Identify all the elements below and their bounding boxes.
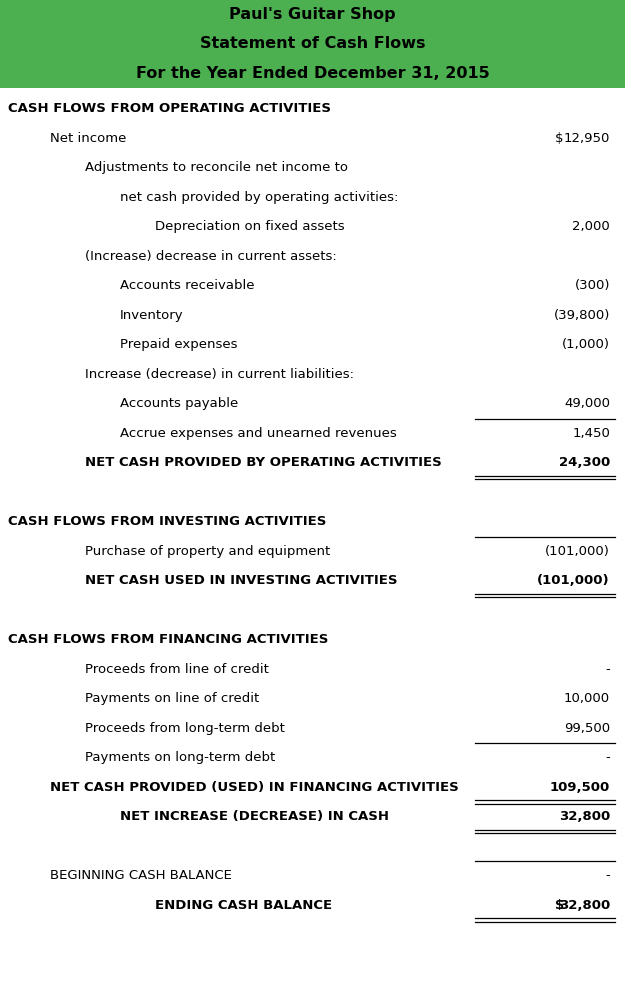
Text: -: - <box>605 663 610 675</box>
Text: (1,000): (1,000) <box>562 338 610 351</box>
Text: 2,000: 2,000 <box>572 221 610 233</box>
Text: 10,000: 10,000 <box>564 692 610 705</box>
Text: Statement of Cash Flows: Statement of Cash Flows <box>200 37 425 51</box>
Text: 32,800: 32,800 <box>559 810 610 823</box>
Text: (101,000): (101,000) <box>545 545 610 558</box>
Text: Accounts payable: Accounts payable <box>120 398 238 410</box>
Text: 24,300: 24,300 <box>559 456 610 469</box>
Text: $: $ <box>555 899 564 912</box>
Text: NET CASH USED IN INVESTING ACTIVITIES: NET CASH USED IN INVESTING ACTIVITIES <box>85 575 398 587</box>
Text: $: $ <box>555 132 564 144</box>
Text: BEGINNING CASH BALANCE: BEGINNING CASH BALANCE <box>50 869 232 882</box>
Text: 12,950: 12,950 <box>564 132 610 144</box>
Text: CASH FLOWS FROM INVESTING ACTIVITIES: CASH FLOWS FROM INVESTING ACTIVITIES <box>8 515 326 528</box>
Text: Depreciation on fixed assets: Depreciation on fixed assets <box>155 221 344 233</box>
Text: net cash provided by operating activities:: net cash provided by operating activitie… <box>120 191 398 204</box>
Text: -: - <box>605 752 610 764</box>
Text: Proceeds from line of credit: Proceeds from line of credit <box>85 663 269 675</box>
Text: 1,450: 1,450 <box>572 426 610 440</box>
Text: 32,800: 32,800 <box>559 899 610 912</box>
Text: Net income: Net income <box>50 132 126 144</box>
Text: Increase (decrease) in current liabilities:: Increase (decrease) in current liabiliti… <box>85 368 354 381</box>
Text: NET CASH PROVIDED BY OPERATING ACTIVITIES: NET CASH PROVIDED BY OPERATING ACTIVITIE… <box>85 456 442 469</box>
Text: Prepaid expenses: Prepaid expenses <box>120 338 238 351</box>
Text: Payments on long-term debt: Payments on long-term debt <box>85 752 275 764</box>
Text: Adjustments to reconcile net income to: Adjustments to reconcile net income to <box>85 161 348 174</box>
Text: (300): (300) <box>574 279 610 293</box>
Text: -: - <box>605 869 610 882</box>
Text: 99,500: 99,500 <box>564 722 610 735</box>
Text: (39,800): (39,800) <box>554 309 610 321</box>
Text: Accounts receivable: Accounts receivable <box>120 279 254 293</box>
Text: Inventory: Inventory <box>120 309 184 321</box>
Text: 109,500: 109,500 <box>550 780 610 794</box>
Text: ENDING CASH BALANCE: ENDING CASH BALANCE <box>155 899 332 912</box>
Text: Purchase of property and equipment: Purchase of property and equipment <box>85 545 330 558</box>
Text: (Increase) decrease in current assets:: (Increase) decrease in current assets: <box>85 250 337 263</box>
Text: NET INCREASE (DECREASE) IN CASH: NET INCREASE (DECREASE) IN CASH <box>120 810 389 823</box>
Text: Payments on line of credit: Payments on line of credit <box>85 692 259 705</box>
Text: NET CASH PROVIDED (USED) IN FINANCING ACTIVITIES: NET CASH PROVIDED (USED) IN FINANCING AC… <box>50 780 459 794</box>
Text: Proceeds from long-term debt: Proceeds from long-term debt <box>85 722 285 735</box>
Text: For the Year Ended December 31, 2015: For the Year Ended December 31, 2015 <box>136 66 489 81</box>
Text: CASH FLOWS FROM FINANCING ACTIVITIES: CASH FLOWS FROM FINANCING ACTIVITIES <box>8 633 328 646</box>
Bar <box>0 0 625 88</box>
Text: Accrue expenses and unearned revenues: Accrue expenses and unearned revenues <box>120 426 397 440</box>
Text: 49,000: 49,000 <box>564 398 610 410</box>
Text: (101,000): (101,000) <box>538 575 610 587</box>
Text: Paul's Guitar Shop: Paul's Guitar Shop <box>229 7 396 22</box>
Text: CASH FLOWS FROM OPERATING ACTIVITIES: CASH FLOWS FROM OPERATING ACTIVITIES <box>8 102 331 116</box>
